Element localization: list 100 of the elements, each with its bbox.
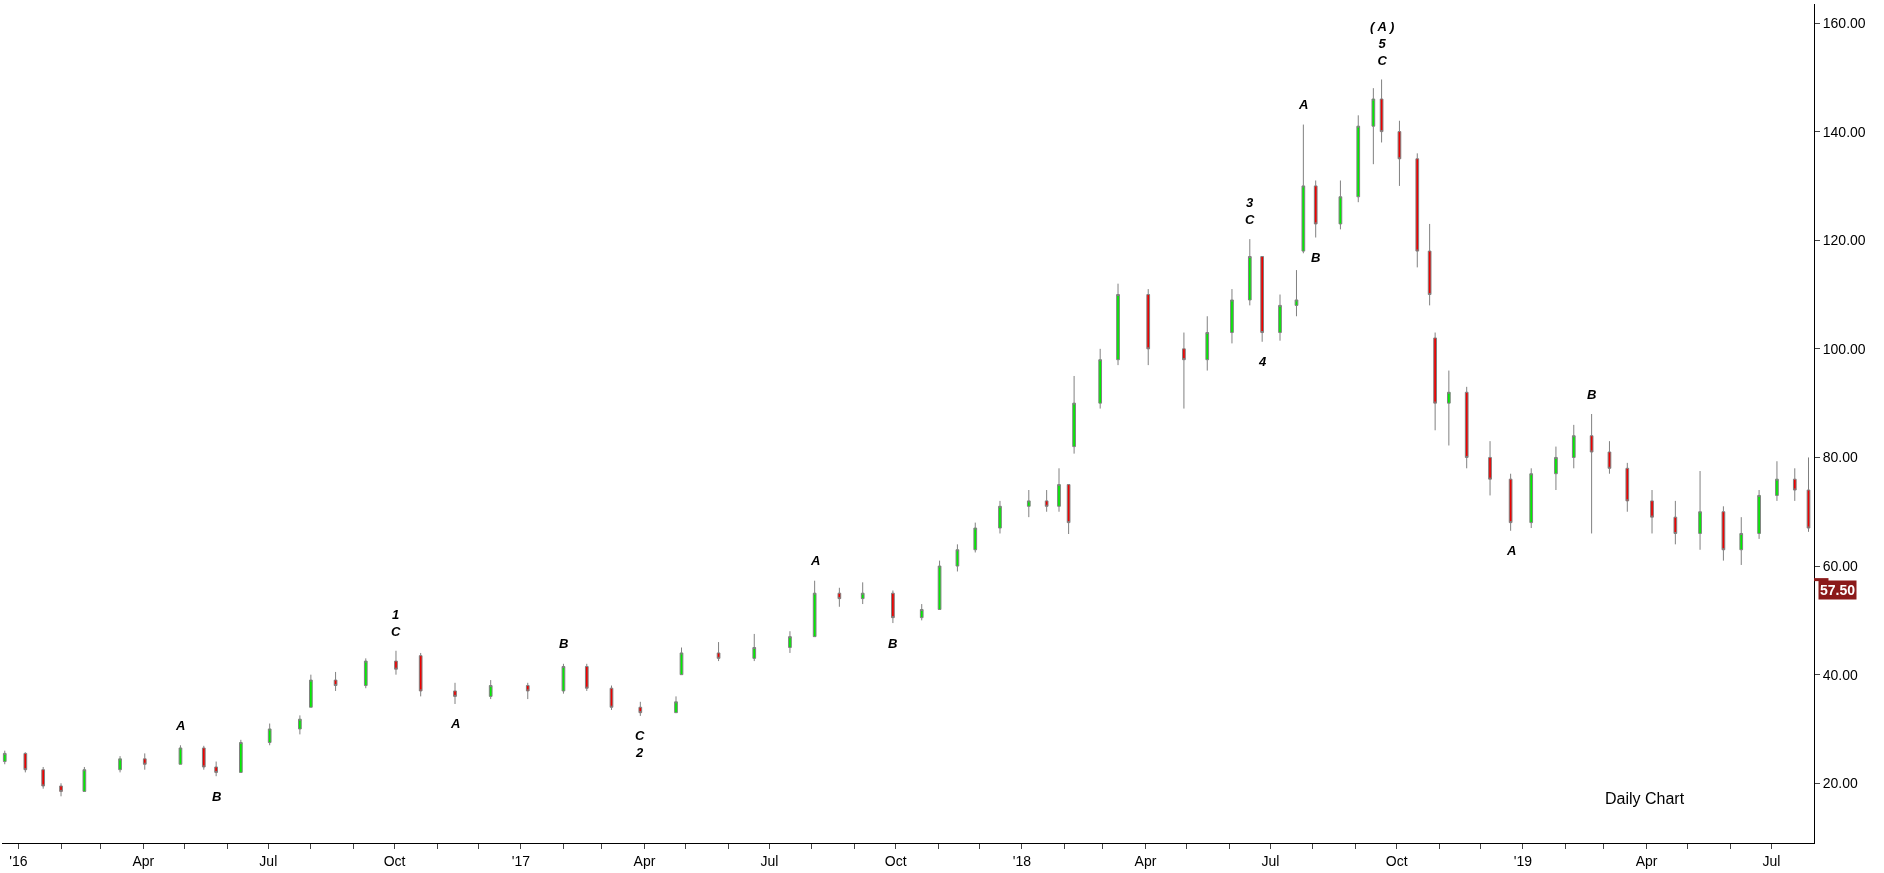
- y-tick-label: 100.00: [1822, 340, 1866, 357]
- x-tick-label: '18: [1012, 852, 1032, 869]
- annotation: A: [175, 718, 186, 733]
- x-tick-label: '17: [511, 852, 531, 869]
- candlestick: [1294, 269, 1299, 317]
- candlestick: [1116, 283, 1120, 366]
- candlestick: [298, 714, 302, 735]
- candlestick: [1571, 424, 1576, 469]
- candlestick: [1057, 467, 1061, 513]
- candlestick: [1260, 256, 1265, 343]
- candlestick: [812, 580, 817, 638]
- candlestick: [118, 755, 122, 773]
- candlestick: [1098, 348, 1103, 410]
- annotation: A: [450, 716, 461, 731]
- candlestick: [860, 581, 865, 605]
- candlestick: [1278, 294, 1282, 342]
- x-tick-label: Jul: [760, 852, 779, 869]
- annotation: C 2: [635, 728, 645, 760]
- y-tick-label: 40.00: [1822, 666, 1859, 683]
- candlestick: [1230, 288, 1234, 344]
- annotation: B: [559, 636, 569, 651]
- candlestick: [1356, 114, 1361, 203]
- annotation: B: [1311, 250, 1321, 265]
- candlestick: [418, 652, 423, 697]
- annotation: B: [888, 636, 898, 651]
- candlestick: [1721, 505, 1726, 562]
- candlestick: [584, 663, 589, 692]
- candlestick: [239, 739, 243, 773]
- x-tick-label: Oct: [383, 852, 406, 869]
- candlestick: [998, 500, 1002, 534]
- annotation: Daily Chart: [1605, 790, 1685, 807]
- candlestick: [1415, 152, 1420, 268]
- candlestick: [716, 641, 721, 662]
- x-tick-label: '16: [9, 852, 28, 869]
- candlestick: [891, 589, 895, 624]
- candlestick: [638, 701, 643, 717]
- y-tick-label: 140.00: [1822, 123, 1866, 140]
- candlestick: [1182, 332, 1186, 410]
- candlestick: [837, 587, 842, 608]
- candlestick: [1625, 462, 1630, 513]
- annotation: 4: [1258, 354, 1267, 369]
- candlestick: [1447, 370, 1451, 446]
- candlestick: [1433, 332, 1437, 431]
- candlestick: [488, 679, 493, 700]
- candlestick: [1775, 460, 1779, 502]
- x-tick-label: '19: [1513, 852, 1533, 869]
- candlestick: [1301, 124, 1306, 254]
- candlestick: [214, 761, 218, 777]
- annotation: 3 C: [1245, 195, 1255, 227]
- x-tick-label: Jul: [1261, 852, 1280, 869]
- annotation: A: [810, 553, 821, 568]
- candlestick: [1066, 484, 1071, 535]
- x-tick-label: Apr: [132, 852, 155, 869]
- x-tick-label: Oct: [1385, 852, 1408, 869]
- candlestick: [1464, 386, 1469, 469]
- candlestick: [1673, 500, 1678, 545]
- candlestick: [1650, 489, 1654, 534]
- candlestick: [2, 750, 7, 765]
- candlestick: [1508, 473, 1513, 532]
- x-tick-label: Apr: [1635, 852, 1658, 869]
- candlestick: [561, 663, 566, 695]
- annotation: B: [1587, 387, 1597, 402]
- candlestick: [1806, 456, 1811, 533]
- candlestick: [1044, 489, 1049, 513]
- candlestick: [267, 723, 272, 746]
- x-tick-label: Jul: [259, 852, 278, 869]
- x-tick-label: Jul: [1762, 852, 1781, 869]
- candlestick: [82, 766, 87, 792]
- candlestick: [1026, 489, 1031, 518]
- candlestick: [1338, 179, 1343, 230]
- candlestick: [1397, 120, 1402, 187]
- candlestick: [1698, 470, 1702, 551]
- annotation: A: [1506, 543, 1517, 558]
- annotation: 1 C: [391, 607, 401, 639]
- candlestick: [1205, 315, 1210, 372]
- candlestick: [142, 752, 147, 771]
- candlestick: [788, 630, 792, 654]
- candlestick: [178, 744, 183, 765]
- candlestick: [1379, 78, 1384, 143]
- annotation: A: [1298, 97, 1309, 112]
- y-tick-label: 60.00: [1822, 557, 1859, 574]
- candlestick: [973, 522, 978, 553]
- candlestick: [1146, 288, 1151, 366]
- candlestick: [1072, 375, 1076, 455]
- x-tick-label: Oct: [884, 852, 907, 869]
- candlestick: [1488, 440, 1492, 496]
- candlestick: [1427, 223, 1432, 306]
- candlestick: [525, 682, 530, 700]
- ref-line-label: 57.50: [1820, 582, 1856, 598]
- candlestick: [955, 543, 960, 572]
- candlestick: [1247, 238, 1252, 306]
- y-tick-label: 20.00: [1822, 775, 1859, 792]
- candlestick: [752, 633, 757, 662]
- candlestick: [453, 682, 457, 705]
- candlestick: [1589, 413, 1594, 534]
- y-tick-label: 160.00: [1822, 14, 1866, 31]
- candlestick: [1792, 467, 1797, 502]
- candlestick: [23, 751, 28, 773]
- candlestick: [394, 650, 398, 676]
- x-tick-label: Apr: [633, 852, 656, 869]
